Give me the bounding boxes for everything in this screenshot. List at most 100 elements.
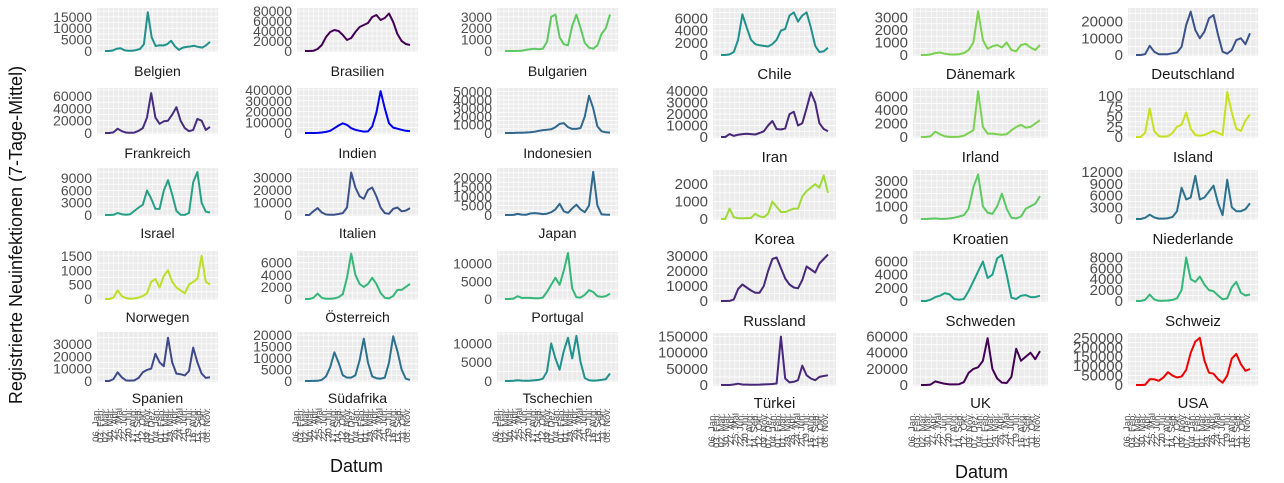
- x-tick-label: 27. Apr.: [110, 408, 121, 440]
- x-tick-label: 25. Mai: [114, 408, 125, 439]
- x-tick-label: 08. Nov.: [602, 408, 613, 443]
- x-tick-label: 13. Sep.: [1022, 413, 1033, 448]
- x-tick-label: 09. Nov.: [542, 408, 553, 443]
- y-tick-label: 6000: [1090, 260, 1123, 277]
- y-tick-label: 12000: [1081, 164, 1123, 181]
- x-tick-label: 02. Mär.: [716, 413, 727, 447]
- x-tick-label: 12. Okt.: [337, 408, 348, 441]
- y-tick-label: 500: [69, 277, 93, 293]
- series-line: [505, 334, 611, 382]
- y-tick-label: 6000: [1090, 188, 1123, 205]
- series-line: [721, 11, 829, 56]
- x-tick-label: 29. Mär.: [782, 413, 793, 447]
- y-tick-label: 2000: [875, 186, 908, 203]
- y-tick-label: 50: [1106, 109, 1123, 126]
- series-line: [921, 10, 1041, 56]
- x-tick-label: 14. Sep.: [1167, 413, 1178, 448]
- y-tick-label: 0: [700, 211, 708, 228]
- x-tick-label: 01. Mär.: [560, 408, 571, 442]
- series-line: [105, 11, 211, 52]
- x-tick-label: 29. Mär.: [1202, 413, 1213, 447]
- x-tick-label: 12. Okt.: [537, 408, 548, 441]
- y-tick-label: 20000: [253, 182, 292, 198]
- panel-title: Indonesien: [523, 145, 592, 161]
- x-tick-label: 21. Jun.: [1006, 413, 1017, 447]
- x-tick-label: 24. Mai: [1001, 413, 1012, 444]
- x-tick-label: 22. Jun.: [519, 408, 530, 442]
- series-line: [505, 94, 611, 134]
- x-tick-label: 09. Nov.: [1177, 413, 1188, 448]
- x-tick-label: 25. Mai: [731, 413, 742, 444]
- x-tick-label: 07. Dez.: [547, 408, 558, 443]
- y-tick-label: 2000: [461, 20, 492, 36]
- x-tick-label: 09. Nov.: [759, 413, 770, 448]
- panel-title: Iran: [762, 149, 788, 166]
- series-line: [505, 170, 611, 216]
- y-tick-label: 75: [1106, 98, 1123, 115]
- x-tick-label: 25. Mai: [514, 408, 525, 439]
- x-tick-label: 30. Mär.: [1137, 413, 1148, 447]
- y-tick-label: 0: [900, 377, 908, 394]
- panel-title: Schweiz: [1165, 313, 1221, 330]
- series-line: [505, 252, 611, 300]
- x-tick-label: 19. Jul.: [584, 408, 595, 439]
- y-tick-label: 0: [900, 129, 908, 146]
- x-tick-label: 01. Mär.: [985, 413, 996, 447]
- y-tick-label: 15000: [453, 179, 492, 195]
- x-tick-label: 12. Okt.: [1172, 413, 1183, 446]
- y-tick-label: 0: [284, 43, 292, 59]
- x-tick-label: 26. Apr.: [996, 413, 1007, 445]
- x-tick-label: 11. Okt.: [815, 413, 826, 446]
- panel-title: Schweden: [945, 313, 1015, 330]
- y-tick-label: 0: [284, 291, 292, 307]
- x-tick-label: 29. Mär.: [990, 413, 1001, 447]
- x-tick-label: 27. Apr.: [726, 413, 737, 445]
- x-tick-label: 20. Jul.: [1157, 413, 1168, 444]
- x-tick-label: 11. Okt.: [597, 408, 608, 441]
- x-tick-label: 03. Feb.: [912, 413, 923, 448]
- x-tick-label: 19. Jul.: [801, 413, 812, 444]
- x-axis-label-right: Datum: [955, 462, 1009, 482]
- x-tick-label: 22. Jun.: [735, 413, 746, 447]
- x-tick-label: 09. Nov.: [964, 413, 975, 448]
- y-tick-label: 6000: [261, 255, 292, 271]
- panel-title: Israel: [140, 225, 174, 241]
- x-tick-label: 03. Feb.: [712, 413, 723, 448]
- series-line: [305, 171, 411, 216]
- series-line: [1136, 256, 1251, 302]
- series-line: [105, 336, 211, 382]
- x-tick-label: 14. Sep.: [954, 413, 965, 448]
- x-tick-label: 16. Aug.: [388, 408, 399, 443]
- series-line: [721, 335, 829, 386]
- y-tick-label: 40000: [253, 23, 292, 39]
- x-tick-label: 27. Apr.: [310, 408, 321, 440]
- x-tick-label: 14. Sep.: [333, 408, 344, 443]
- y-tick-label: 30000: [53, 336, 92, 352]
- y-tick-label: 20000: [253, 327, 292, 343]
- x-tick-label: 17. Aug.: [949, 413, 960, 448]
- x-tick-label: 01. Feb.: [980, 413, 991, 448]
- y-tick-label: 5000: [461, 198, 492, 214]
- panel-title: Spanien: [132, 390, 183, 406]
- x-tick-label: 11. Okt.: [1237, 413, 1248, 446]
- y-tick-label: 2000: [875, 116, 908, 133]
- y-tick-label: 20000: [866, 361, 908, 378]
- y-tick-label: 5000: [461, 273, 492, 289]
- x-tick-label: 07. Dez.: [764, 413, 775, 448]
- x-tick-label: 04. Jan.: [551, 408, 562, 442]
- y-tick-label: 1000: [61, 262, 92, 278]
- x-tick-label: 29. Mär.: [565, 408, 576, 442]
- x-tick-label: 08. Nov.: [1242, 413, 1253, 448]
- y-tick-label: 100000: [1073, 358, 1123, 375]
- x-tick-label: 30. Mär.: [505, 408, 516, 442]
- x-tick-label: 11. Okt.: [197, 408, 208, 441]
- x-tick-label: 24. Mai: [374, 408, 385, 439]
- panel-title: Niederlande: [1153, 231, 1234, 248]
- y-tick-label: 0: [484, 373, 492, 389]
